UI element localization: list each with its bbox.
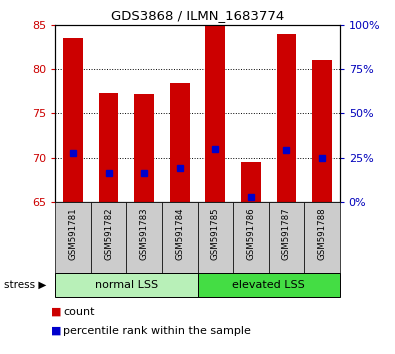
Text: GSM591785: GSM591785 [211,207,220,260]
Bar [276,34,296,202]
Bar [269,202,304,273]
Title: GDS3868 / ILMN_1683774: GDS3868 / ILMN_1683774 [111,9,284,22]
Bar [198,273,340,297]
Bar [99,93,118,202]
Bar [233,202,269,273]
Text: GSM591784: GSM591784 [175,207,184,260]
Bar [126,202,162,273]
Bar [205,25,225,202]
Bar [134,94,154,202]
Text: GSM591786: GSM591786 [246,207,255,260]
Bar [170,83,190,202]
Bar [241,162,261,202]
Bar [55,202,91,273]
Text: ■: ■ [51,326,62,336]
Bar [91,202,126,273]
Text: GSM591783: GSM591783 [140,207,149,260]
Text: count: count [63,307,95,316]
Text: stress ▶: stress ▶ [4,280,46,290]
Bar [312,60,332,202]
Bar [304,202,340,273]
Bar [162,202,198,273]
Bar [55,273,198,297]
Text: GSM591787: GSM591787 [282,207,291,260]
Text: ■: ■ [51,307,62,316]
Text: elevated LSS: elevated LSS [232,280,305,290]
Text: GSM591782: GSM591782 [104,207,113,260]
Text: GSM591781: GSM591781 [69,207,77,260]
Bar [63,38,83,202]
Text: percentile rank within the sample: percentile rank within the sample [63,326,251,336]
Text: GSM591788: GSM591788 [318,207,326,260]
Text: normal LSS: normal LSS [95,280,158,290]
Bar [198,202,233,273]
